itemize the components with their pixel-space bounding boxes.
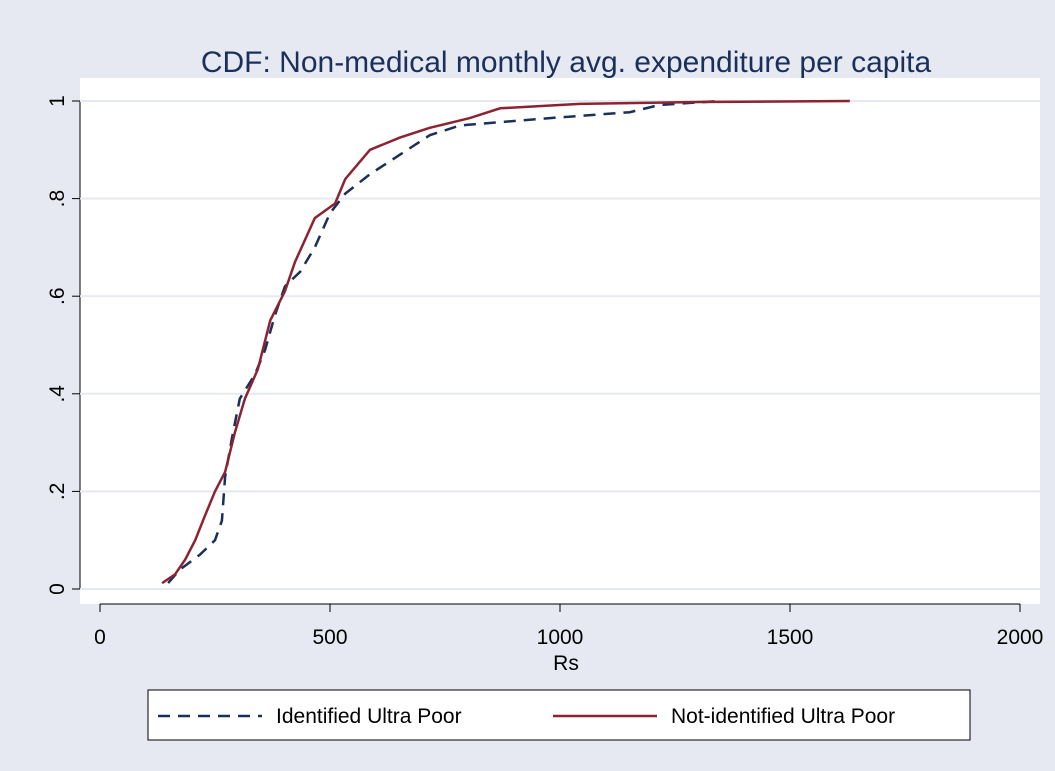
line [167, 99, 721, 584]
y-tick-label: 0 [46, 583, 69, 595]
x-tick-label: 2000 [997, 626, 1044, 649]
plot-area [80, 78, 1040, 604]
x-tick-label: 0 [94, 626, 106, 649]
x-axis-label: Rs [553, 652, 579, 675]
y-tick-label: .8 [46, 190, 69, 208]
y-tick-label: 1 [46, 95, 69, 107]
x-tick-label: 500 [312, 626, 347, 649]
legend-label: Not-identified Ultra Poor [671, 705, 895, 728]
y-tick-label: .6 [46, 287, 69, 305]
chart-title: CDF: Non-medical monthly avg. expenditur… [201, 46, 932, 79]
x-tick-label: 1500 [767, 626, 814, 649]
legend-label: Identified Ultra Poor [276, 705, 462, 728]
y-tick-label: .2 [46, 483, 69, 501]
line [161, 99, 850, 585]
y-tick-label: .4 [46, 385, 69, 403]
x-tick-label: 1000 [537, 626, 584, 649]
